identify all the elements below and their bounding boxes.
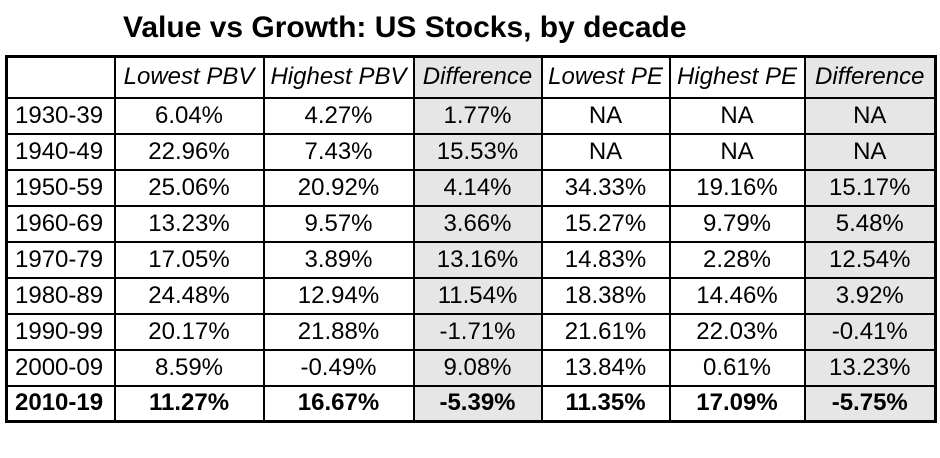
value-cell: 6.04% bbox=[113, 96, 265, 135]
value-cell: 34.33% bbox=[540, 168, 671, 207]
value-cell: 9.57% bbox=[262, 204, 415, 243]
value-cell: 13.23% bbox=[113, 204, 265, 243]
table-row: 1940-49 22.96% 7.43% 15.53% NA NA NA bbox=[5, 132, 937, 171]
value-cell: NA bbox=[540, 132, 671, 171]
value-cell: 8.59% bbox=[113, 348, 265, 387]
diff-cell: -1.71% bbox=[412, 312, 543, 351]
table-row: 2000-09 8.59% -0.49% 9.08% 13.84% 0.61% … bbox=[5, 348, 937, 387]
slide: Value vs Growth: US Stocks, by decade Lo… bbox=[0, 10, 940, 458]
diff-cell: 3.66% bbox=[412, 204, 543, 243]
diff-cell: 15.53% bbox=[412, 132, 543, 171]
diff-cell: 1.77% bbox=[412, 96, 543, 135]
value-cell: 20.92% bbox=[262, 168, 415, 207]
value-cell: 11.27% bbox=[113, 384, 265, 423]
table-row: 1970-79 17.05% 3.89% 13.16% 14.83% 2.28%… bbox=[5, 240, 937, 279]
header-row: Lowest PBV Highest PBV Difference Lowest… bbox=[5, 55, 937, 99]
table-row: 1950-59 25.06% 20.92% 4.14% 34.33% 19.16… bbox=[5, 168, 937, 207]
decade-cell: 1980-89 bbox=[5, 276, 116, 315]
diff-cell: NA bbox=[803, 132, 937, 171]
value-cell: -0.49% bbox=[262, 348, 415, 387]
value-cell: 14.83% bbox=[540, 240, 671, 279]
decade-cell: 1990-99 bbox=[5, 312, 116, 351]
diff-cell: -0.41% bbox=[803, 312, 937, 351]
value-cell: 12.94% bbox=[262, 276, 415, 315]
value-cell: 18.38% bbox=[540, 276, 671, 315]
col-header-difference-pbv: Difference bbox=[412, 55, 543, 99]
diff-cell: 9.08% bbox=[412, 348, 543, 387]
table-row-total: 2010-19 11.27% 16.67% -5.39% 11.35% 17.0… bbox=[5, 384, 937, 423]
value-cell: 14.46% bbox=[668, 276, 806, 315]
value-cell: 15.27% bbox=[540, 204, 671, 243]
value-cell: 21.88% bbox=[262, 312, 415, 351]
value-cell: 21.61% bbox=[540, 312, 671, 351]
col-header-highest-pe: Highest PE bbox=[668, 55, 806, 99]
value-cell: 17.09% bbox=[668, 384, 806, 423]
value-cell: NA bbox=[668, 132, 806, 171]
col-header-lowest-pe: Lowest PE bbox=[540, 55, 671, 99]
value-cell: 13.84% bbox=[540, 348, 671, 387]
table-row: 1960-69 13.23% 9.57% 3.66% 15.27% 9.79% … bbox=[5, 204, 937, 243]
diff-cell: 15.17% bbox=[803, 168, 937, 207]
value-cell: 11.35% bbox=[540, 384, 671, 423]
table-row: 1990-99 20.17% 21.88% -1.71% 21.61% 22.0… bbox=[5, 312, 937, 351]
table-row: 1930-39 6.04% 4.27% 1.77% NA NA NA bbox=[5, 96, 937, 135]
value-cell: 22.03% bbox=[668, 312, 806, 351]
value-cell: 22.96% bbox=[113, 132, 265, 171]
value-cell: 4.27% bbox=[262, 96, 415, 135]
decade-cell: 1950-59 bbox=[5, 168, 116, 207]
value-cell: 17.05% bbox=[113, 240, 265, 279]
diff-cell: -5.39% bbox=[412, 384, 543, 423]
value-cell: 24.48% bbox=[113, 276, 265, 315]
diff-cell: 13.23% bbox=[803, 348, 937, 387]
value-cell: 25.06% bbox=[113, 168, 265, 207]
diff-cell: 4.14% bbox=[412, 168, 543, 207]
corner-cell bbox=[5, 55, 116, 99]
diff-cell: 12.54% bbox=[803, 240, 937, 279]
diff-cell: 13.16% bbox=[412, 240, 543, 279]
diff-cell: 11.54% bbox=[412, 276, 543, 315]
decade-cell: 1960-69 bbox=[5, 204, 116, 243]
value-cell: 3.89% bbox=[262, 240, 415, 279]
table-row: 1980-89 24.48% 12.94% 11.54% 18.38% 14.4… bbox=[5, 276, 937, 315]
diff-cell: 5.48% bbox=[803, 204, 937, 243]
value-cell: NA bbox=[668, 96, 806, 135]
value-cell: 16.67% bbox=[262, 384, 415, 423]
diff-cell: 3.92% bbox=[803, 276, 937, 315]
value-cell: 20.17% bbox=[113, 312, 265, 351]
value-cell: 0.61% bbox=[668, 348, 806, 387]
decade-cell: 1970-79 bbox=[5, 240, 116, 279]
col-header-difference-pe: Difference bbox=[803, 55, 937, 99]
decade-cell: 1930-39 bbox=[5, 96, 116, 135]
value-cell: NA bbox=[540, 96, 671, 135]
diff-cell: -5.75% bbox=[803, 384, 937, 423]
diff-cell: NA bbox=[803, 96, 937, 135]
value-growth-table: Lowest PBV Highest PBV Difference Lowest… bbox=[5, 55, 937, 423]
col-header-highest-pbv: Highest PBV bbox=[262, 55, 415, 99]
decade-cell: 2000-09 bbox=[5, 348, 116, 387]
value-cell: 7.43% bbox=[262, 132, 415, 171]
value-cell: 2.28% bbox=[668, 240, 806, 279]
decade-cell: 2010-19 bbox=[5, 384, 116, 423]
page-title: Value vs Growth: US Stocks, by decade bbox=[123, 11, 687, 44]
col-header-lowest-pbv: Lowest PBV bbox=[113, 55, 265, 99]
value-cell: 9.79% bbox=[668, 204, 806, 243]
value-cell: 19.16% bbox=[668, 168, 806, 207]
decade-cell: 1940-49 bbox=[5, 132, 116, 171]
